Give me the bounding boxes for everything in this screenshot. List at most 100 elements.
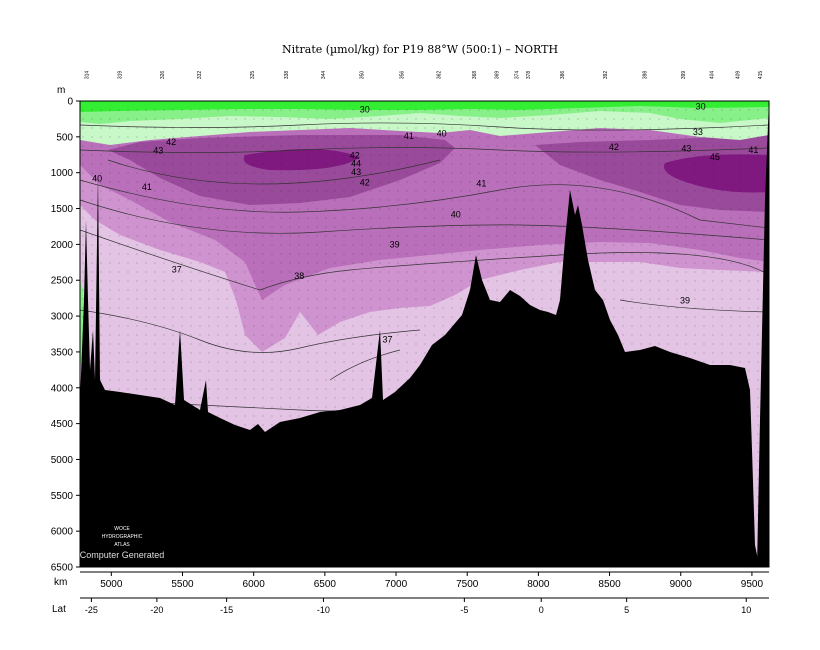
station-label: 338 — [284, 71, 290, 80]
seafloor-bathymetry — [80, 150, 769, 567]
depth-tick-label: 2000 — [51, 240, 74, 251]
contour-label: 45 — [710, 152, 720, 162]
contour-label: 37 — [172, 264, 182, 274]
lat-tick-label: -25 — [85, 605, 98, 615]
contour-label: 43 — [681, 143, 691, 153]
station-label: 350 — [359, 71, 365, 80]
contour-label: 41 — [404, 131, 414, 141]
contour-label: 38 — [294, 271, 304, 281]
section-plot-area — [80, 88, 769, 567]
depth-tick-label: 3500 — [51, 347, 74, 358]
watermark-line3: ATLAS — [114, 542, 130, 548]
lat-tick-label: 10 — [741, 605, 751, 615]
contour-label: 41 — [748, 145, 758, 155]
depth-tick-label: 0 — [67, 97, 73, 108]
station-label: 356 — [399, 71, 405, 80]
station-label: 415 — [758, 71, 764, 80]
contour-label: 39 — [390, 239, 400, 249]
lat-tick-label: -20 — [150, 605, 163, 615]
contour-label: 42 — [609, 142, 619, 152]
watermark-line1: WOCE — [114, 526, 130, 532]
contour-label: 42 — [350, 150, 360, 160]
station-label: 314 — [85, 71, 91, 80]
woce-watermark: WOCE HYDROGRAPHIC ATLAS Computer Generat… — [80, 526, 165, 560]
contour-label: 41 — [142, 182, 152, 192]
station-label: 332 — [197, 71, 203, 80]
contour-lines — [80, 122, 769, 412]
depth-tick-label: 1500 — [51, 204, 74, 215]
contour-label: 43 — [153, 145, 163, 155]
km-tick-label: 5000 — [100, 579, 123, 590]
km-tick-label: 7500 — [456, 579, 479, 590]
lat-tick-label: -10 — [317, 605, 330, 615]
km-tick-label: 9000 — [670, 579, 693, 590]
depth-tick-label: 6500 — [51, 563, 74, 574]
station-label: 386 — [560, 71, 566, 80]
station-label: 404 — [710, 71, 716, 80]
depth-tick-label: 2500 — [51, 276, 74, 287]
contour-label: 42 — [166, 137, 176, 147]
lat-tick-label: 5 — [624, 605, 629, 615]
lat-axis-label: Lat — [52, 604, 66, 615]
contour-label: 35 — [311, 413, 321, 423]
lat-tick-label: -15 — [220, 605, 233, 615]
contour-label: 40 — [451, 209, 461, 219]
depth-tick-label: 3000 — [51, 312, 74, 323]
watermark-line4: Computer Generated — [80, 550, 165, 560]
km-tick-label: 5500 — [171, 579, 194, 590]
station-markers — [84, 88, 756, 93]
contour-label: 33 — [693, 127, 703, 137]
contour-label: 30 — [696, 102, 706, 112]
km-tick-label: 8500 — [598, 579, 621, 590]
station-label: 319 — [117, 71, 123, 80]
seafloor-east-rim — [757, 101, 769, 567]
lat-tick-label: 0 — [539, 605, 544, 615]
lat-tick-label: -5 — [460, 605, 468, 615]
km-tick-label: 8000 — [527, 579, 550, 590]
contour-label: 40 — [437, 128, 447, 138]
station-label: 374 — [515, 71, 521, 80]
depth-tick-label: 4500 — [51, 419, 74, 430]
km-tick-label: 9500 — [741, 579, 764, 590]
contour-label: 39 — [680, 295, 690, 305]
depth-tick-label: 6000 — [51, 527, 74, 538]
contour-label: 42 — [360, 178, 370, 188]
station-label: 325 — [250, 71, 256, 80]
station-label: 326 — [160, 71, 166, 80]
chart-title: Nitrate (µmol/kg) for P19 88°W (500:1) –… — [282, 43, 558, 56]
station-label: 398 — [643, 71, 649, 80]
station-label: 399 — [681, 71, 687, 80]
station-label: 378 — [526, 71, 532, 80]
plot-frame — [79, 100, 770, 568]
contour-label: 37 — [382, 335, 392, 345]
station-label-row: 314 319 326 332 325 338 344 350 356 362 368 369 374 3… — [85, 71, 764, 80]
station-label: 368 — [472, 71, 478, 80]
lat-axis: -25 -20 -15 -10 -5 0 5 10 — [85, 598, 751, 615]
km-tick-label: 6000 — [243, 579, 266, 590]
depth-tick-label: 1000 — [51, 168, 74, 179]
distance-unit-label: km — [54, 577, 67, 588]
depth-tick-label: 5000 — [51, 455, 74, 466]
watermark-line2: HYDROGRAPHIC — [102, 534, 143, 540]
contour-label: 36 — [189, 406, 199, 416]
depth-tick-label: 5500 — [51, 491, 74, 502]
contour-label: 44 — [351, 158, 361, 168]
depth-tick-label: 4000 — [51, 383, 74, 394]
station-label: 362 — [436, 71, 442, 80]
contour-label: 41 — [476, 178, 486, 188]
contour-label: 40 — [92, 173, 102, 183]
depth-axis: 0 500 1000 1500 2000 2500 3000 3500 4000 4500 5000… — [51, 97, 80, 574]
station-label: 409 — [735, 71, 741, 80]
station-label: 392 — [603, 71, 609, 80]
station-label: 344 — [321, 71, 327, 80]
contour-label: 43 — [351, 167, 361, 177]
depth-tick-label: 500 — [56, 132, 73, 143]
km-tick-label: 6500 — [314, 579, 337, 590]
km-tick-label: 7000 — [385, 579, 408, 590]
station-label: 369 — [495, 71, 501, 80]
km-axis: 5000 5500 6000 6500 7000 7500 8000 8500 9000 9500 — [100, 572, 763, 590]
contour-label: 30 — [360, 105, 370, 115]
depth-unit-label: m — [57, 85, 65, 96]
